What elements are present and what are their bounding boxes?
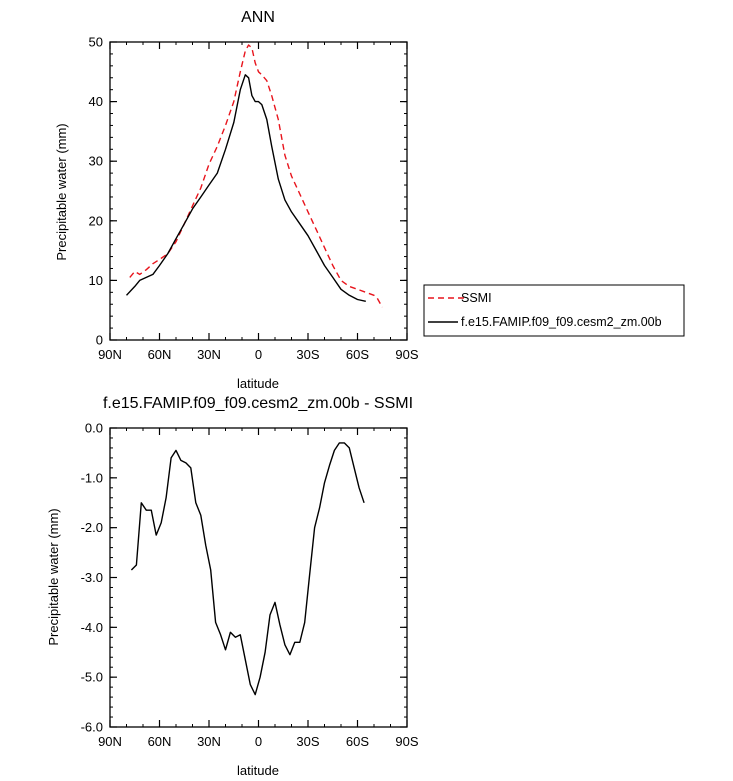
legend-box [423, 284, 685, 337]
plot-frame [109, 41, 408, 341]
bottom-chart-title: f.e15.FAMIP.f09_f09.cesm2_zm.00b - SSMI [103, 395, 413, 412]
y-tick-label: 50 [89, 35, 103, 50]
x-tick-label: 60N [148, 734, 172, 749]
x-tick-label: 0 [255, 347, 262, 362]
top-plot-area: 90N 60N 30N 0 30S 60S 90S 0 10 20 30 40 50 [89, 35, 419, 363]
x-tick-label: 60S [346, 734, 369, 749]
x-tick-label: 90S [395, 734, 418, 749]
y-tick-label: -1.0 [81, 470, 103, 485]
x-tick-label: 30S [296, 734, 319, 749]
top-chart-title: ANN [241, 9, 275, 26]
y-tick-label: -4.0 [81, 620, 103, 635]
y-tick-label: 40 [89, 94, 103, 109]
top-y-axis-title: Precipitable water (mm) [54, 123, 69, 260]
bottom-y-axis-title: Precipitable water (mm) [46, 508, 61, 645]
x-tick-label: 90N [98, 734, 122, 749]
y-tick-label: 30 [89, 154, 103, 169]
y-tick-label: -2.0 [81, 520, 103, 535]
ssmi-series-line [129, 44, 383, 308]
y-tick-label: 0.0 [85, 421, 103, 436]
x-tick-label: 30N [197, 347, 221, 362]
legend: SSMI f.e15.FAMIP.f09_f09.cesm2_zm.00b [423, 284, 685, 337]
y-tick-label: -5.0 [81, 670, 103, 685]
x-tick-label: 90S [395, 347, 418, 362]
bottom-panel: f.e15.FAMIP.f09_f09.cesm2_zm.00b - SSMI … [46, 395, 419, 778]
x-tick-label: 60S [346, 347, 369, 362]
y-tick-label: -6.0 [81, 720, 103, 735]
x-tick-label: 30S [296, 347, 319, 362]
f-e15-famip-f09-f09-cesm2-zm-00b-series-line [125, 74, 366, 302]
y-tick-label: 20 [89, 213, 103, 228]
x-tick-label: 0 [255, 734, 262, 749]
x-tick-label: 30N [197, 734, 221, 749]
bottom-x-axis-title: latitude [237, 763, 279, 778]
x-tick-label: 90N [98, 347, 122, 362]
legend-ssmi-label: SSMI [461, 291, 492, 305]
top-x-axis-title: latitude [237, 376, 279, 391]
y-tick-label: -3.0 [81, 570, 103, 585]
difference-series-line [130, 442, 365, 696]
top-panel: ANN 90N 60N 30N 0 30S 60S 90S 0 10 20 30 40 50 latit… [54, 9, 419, 391]
y-tick-label: 10 [89, 273, 103, 288]
bottom-plot-area: 90N 60N 30N 0 30S 60S 90S 0.0 -1.0 -2.0 -3.0 -4.0 -5… [81, 421, 419, 750]
legend-model-label: f.e15.FAMIP.f09_f09.cesm2_zm.00b [461, 315, 662, 329]
x-tick-label: 60N [148, 347, 172, 362]
y-tick-label: 0 [96, 333, 103, 348]
